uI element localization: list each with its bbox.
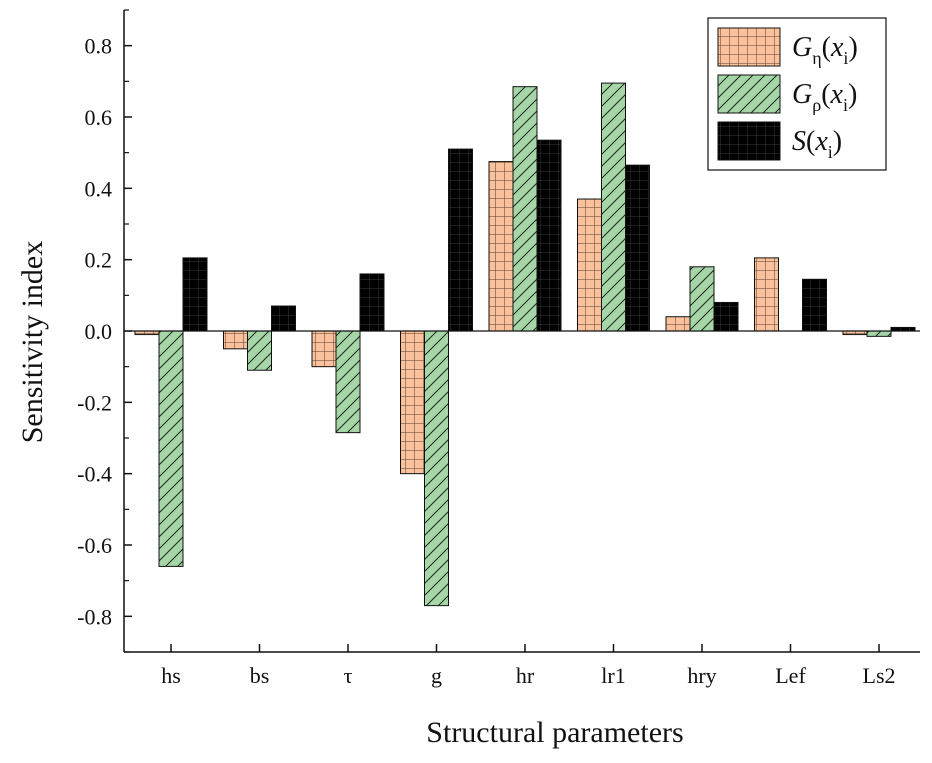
bar-τ-series-2 bbox=[335, 330, 361, 434]
legend-label-1: Gη(xi) bbox=[792, 32, 858, 68]
bars-layer bbox=[134, 82, 916, 607]
legend-label-3: S(xi) bbox=[792, 126, 842, 162]
bar-hr-series-2 bbox=[512, 86, 538, 332]
bar-hry-series-3 bbox=[713, 301, 739, 332]
bar-bs-series-1 bbox=[223, 330, 248, 350]
bar-hry-series-1 bbox=[665, 316, 691, 332]
bar-g-series-1 bbox=[400, 330, 425, 475]
legend-swatch-3 bbox=[717, 121, 781, 161]
y-tick-label: -0.2 bbox=[77, 390, 112, 415]
x-tick-label: Ls2 bbox=[863, 663, 896, 688]
legend-label-2: Gρ(xi) bbox=[792, 79, 857, 115]
bar-τ-series-3 bbox=[359, 273, 385, 332]
bar-lr1-series-3 bbox=[625, 164, 650, 332]
x-tick-label: bs bbox=[250, 663, 270, 688]
x-tick-label: hs bbox=[161, 663, 181, 688]
bar-hr-series-3 bbox=[536, 139, 562, 332]
y-tick-label: 0.2 bbox=[85, 248, 113, 273]
y-tick-label: 0.8 bbox=[85, 34, 113, 59]
x-tick-label: lr1 bbox=[601, 663, 625, 688]
legend: Gη(xi) Gρ(xi) S(xi) bbox=[707, 17, 887, 171]
x-tick-label: hry bbox=[687, 663, 716, 688]
y-tick-label: -0.6 bbox=[77, 533, 112, 558]
y-axis-title: Sensitivity index bbox=[16, 241, 49, 444]
bar-g-series-2 bbox=[424, 330, 449, 607]
bar-τ-series-1 bbox=[311, 330, 337, 368]
bar-hry-series-2 bbox=[689, 266, 715, 332]
bar-hs-series-2 bbox=[158, 330, 184, 567]
bar-Ls2-series-2 bbox=[866, 330, 892, 337]
ticks-layer: -0.8 -0.6 -0.4 -0.2 0.0 0.2 0.4 0.6 0.8 hs bs τ g hr l… bbox=[77, 9, 896, 688]
bar-lr1-series-1 bbox=[577, 198, 602, 332]
legend-swatch-2 bbox=[717, 74, 781, 114]
legend-swatch-1 bbox=[717, 27, 781, 67]
bar-Lef-series-3 bbox=[802, 278, 827, 332]
y-tick-label: -0.8 bbox=[77, 604, 112, 629]
x-axis-title: Structural parameters bbox=[426, 716, 683, 749]
bar-bs-series-3 bbox=[271, 305, 296, 332]
x-tick-label: g bbox=[431, 663, 442, 688]
y-tick-label: 0.0 bbox=[85, 319, 113, 344]
bar-Lef-series-1 bbox=[754, 257, 779, 332]
x-tick-label: τ bbox=[344, 663, 353, 688]
y-tick-label: -0.4 bbox=[77, 462, 112, 487]
bar-lr1-series-2 bbox=[601, 82, 626, 332]
x-tick-label: hr bbox=[516, 663, 535, 688]
bar-bs-series-2 bbox=[247, 330, 272, 371]
bar-hs-series-3 bbox=[182, 257, 208, 332]
bar-g-series-3 bbox=[448, 148, 473, 332]
y-tick-label: 0.6 bbox=[85, 105, 113, 130]
y-tick-label: 0.4 bbox=[85, 176, 113, 201]
x-tick-label: Lef bbox=[775, 663, 806, 688]
bar-hr-series-1 bbox=[488, 161, 514, 332]
